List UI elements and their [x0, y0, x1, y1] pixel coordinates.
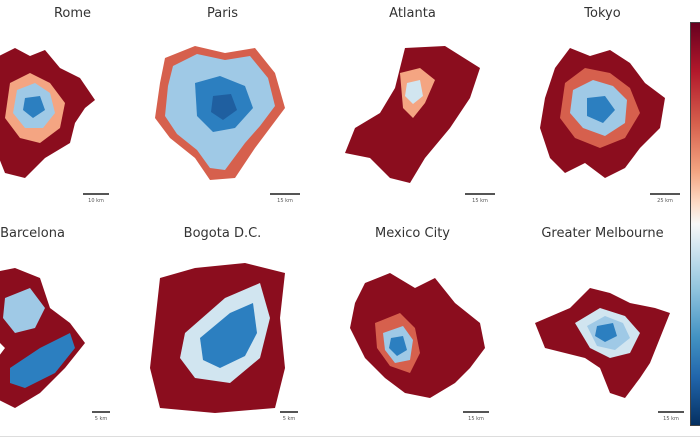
panel-title: Bogota D.C. — [183, 226, 262, 241]
scale-bar — [658, 411, 684, 413]
scale-bar — [650, 193, 680, 195]
scale-label: 15 km — [277, 198, 293, 204]
tokyo-map — [540, 48, 665, 178]
scale-bar — [280, 411, 298, 413]
atlanta-map — [345, 46, 480, 183]
panel-title: Barcelona — [0, 226, 65, 241]
panel-title: Atlanta — [389, 6, 436, 21]
scale-label: 15 km — [472, 198, 488, 204]
scale-bar — [270, 193, 300, 195]
panel-title: Tokyo — [584, 6, 621, 21]
panel-barcelona: Barcelona 5 km — [0, 220, 120, 440]
greater-melbourne-map — [535, 288, 670, 398]
panel-rome: Rome 10 km — [0, 0, 160, 220]
scale-label: 5 km — [282, 416, 296, 422]
panel-title: Paris — [207, 6, 238, 21]
panel-greater-melbourne: Greater Melbourne 15 km — [515, 220, 690, 440]
scale-label: 15 km — [663, 416, 679, 422]
panel-paris: Paris 15 km — [135, 0, 310, 220]
colorbar — [690, 22, 700, 426]
panel-bogota: Bogota D.C. 5 km — [135, 220, 310, 440]
scale-label: 10 km — [88, 198, 104, 204]
bogota-map — [150, 263, 285, 413]
scale-bar — [465, 193, 495, 195]
scale-label: 15 km — [468, 416, 484, 422]
paris-map — [155, 46, 285, 180]
scale-label: 5 km — [94, 416, 108, 422]
panel-title: Mexico City — [374, 226, 450, 241]
scale-bar — [463, 411, 489, 413]
panel-title: Rome — [53, 6, 92, 21]
scale-label: 25 km — [657, 198, 673, 204]
scale-bar — [83, 193, 109, 195]
barcelona-map — [0, 268, 85, 408]
panel-title: Greater Melbourne — [541, 226, 664, 241]
panel-mexico-city: Mexico City 15 km — [325, 220, 500, 440]
rome-map — [0, 48, 95, 178]
panel-atlanta: Atlanta 15 km — [325, 0, 500, 220]
panel-tokyo: Tokyo 25 km — [515, 0, 690, 220]
scale-bar — [92, 411, 110, 413]
divider — [0, 436, 700, 437]
mexico-city-map — [350, 273, 485, 398]
